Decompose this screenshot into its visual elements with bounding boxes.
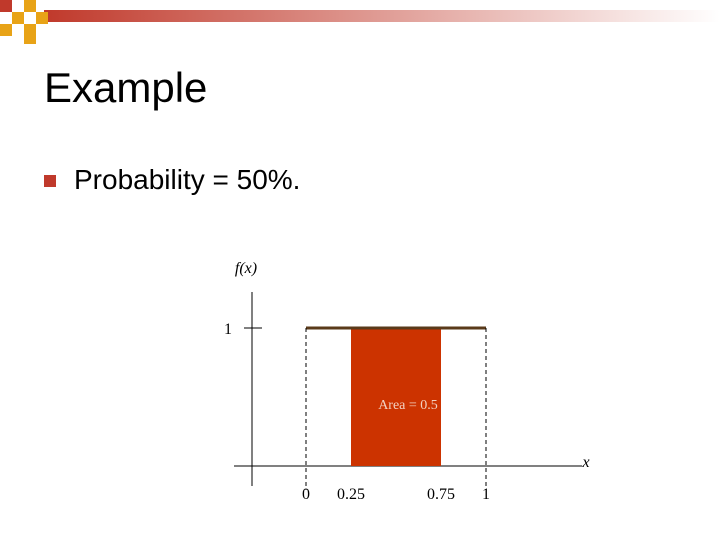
square-bullet-icon bbox=[44, 175, 56, 187]
x-tick-label-0.75: 0.75 bbox=[427, 486, 455, 503]
x-axis-label: x bbox=[581, 454, 589, 471]
shaded-area bbox=[351, 328, 441, 466]
bullet-item: Probability = 50%. bbox=[44, 164, 300, 196]
x-tick-label-0: 0 bbox=[302, 486, 310, 503]
checker-squares-icon bbox=[0, 0, 48, 44]
y-tick-label-1: 1 bbox=[224, 321, 232, 338]
y-axis-label: f(x) bbox=[235, 260, 257, 277]
gradient-bar bbox=[44, 10, 720, 22]
area-label: Area = 0.5 bbox=[378, 398, 438, 413]
x-tick-label-0.25: 0.25 bbox=[337, 486, 365, 503]
x-ticks: 0 0.25 0.75 1 bbox=[302, 486, 490, 503]
bullet-text: Probability = 50%. bbox=[74, 164, 301, 195]
slide-title: Example bbox=[44, 64, 208, 111]
x-tick-label-1: 1 bbox=[482, 486, 490, 503]
title-bar-decoration bbox=[0, 0, 720, 44]
